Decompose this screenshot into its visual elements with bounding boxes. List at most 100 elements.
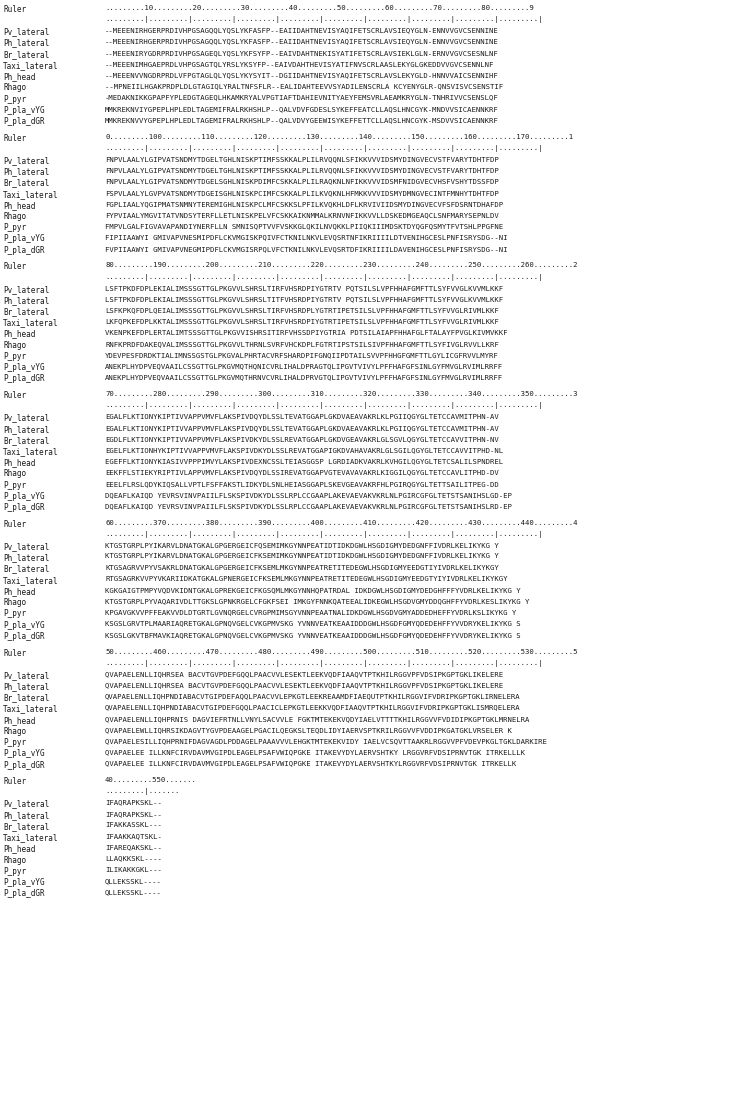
Text: P_pyr: P_pyr [3,94,26,103]
Text: .........|.........|.........|.........|.........|.........|.........|.........|: .........|.........|.........|.........|… [105,659,542,667]
Text: P_pla_vYG: P_pla_vYG [3,749,45,758]
Text: IFAQRAPKSKL--: IFAQRAPKSKL-- [105,811,162,817]
Text: 0.........100.........110.........120.........130.........140.........150.......: 0.........100.........110.........120...… [105,134,573,139]
Text: KSGSLGKVTBFMAVKIAQRETGKALGPNQVGELCVKGPMVSKG YVNNVEATKEAAIDDDGWLHSGDFGMYQDEDEHFFY: KSGSLGKVTBFMAVKIAQRETGKALGPNQVGELCVKGPMV… [105,632,521,637]
Text: LKFQPKEFDPLKKTALIMSSSGTTGLPKGVVLSHRSLTIRFVHSRDPIYGTRTIPETSILSLVPFHHAFGMFTTLSYFVV: LKFQPKEFDPLKKTALIMSSSGTTGLPKGVVLSHRSLTIR… [105,318,499,325]
Text: QVAPAELESILLIQHPRNIFDAGVAGDLPDDAGELPAAAVVVLEHGKTMTEKEKVIDY IAELVCSQVTTAAKRLRGGVV: QVAPAELESILLIQHPRNIFDAGVAGDLPDDAGELPAAAV… [105,738,547,744]
Text: Ruler: Ruler [3,392,26,400]
Text: Br_lateral: Br_lateral [3,436,49,445]
Text: QVAPAELENLLIQHRSEA BACVTGVPDEFGQQLPAACVVLESEKTLEEKVQDFIAAQVTPTKHILRGGVPFVDSIPKGP: QVAPAELENLLIQHRSEA BACVTGVPDEFGQQLPAACVV… [105,682,503,688]
Text: KTGSTGRPLPYIKARVLDNATGKALGPGERGEICFKSEMIMKGYNNPEATIDTIDKDGWLHSGDIGMYDEDGNFFIVDRL: KTGSTGRPLPYIKARVLDNATGKALGPGERGEICFKSEMI… [105,553,499,559]
Text: YDEVPESFDRDKTIALIMNSSGSTGLPKGVALPHRTACVRFSHARDPIFGNQIIPDTAILSVVPFHHGFGMFTTLGYLIC: YDEVPESFDRDKTIALIMNSSGSTGLPKGVALPHRTACVR… [105,352,499,358]
Text: KPGAVGKVVPFFEAKVVDLDTGRTLGVNQRGELCVRGPMIMSGYVNNPEAATNALIDKDGWLHSGDVGMYADDEDHEFFY: KPGAVGKVVPFFEAKVVDLDTGRTLGVNQRGELCVRGPMI… [105,610,516,615]
Text: P_pyr: P_pyr [3,224,26,233]
Text: Pv_lateral: Pv_lateral [3,27,49,36]
Text: --MEEENVVNGDRPRDLVFPGTAGLQLYQSLYKYSYIT--DGIIDAHTNEVISYAQIFETSCRLAVSLEKYGLD-HNNVV: --MEEENVVNGDRPRDLVFPGTAGLQLYQSLYKYSYIT--… [105,72,499,78]
Text: Ruler: Ruler [3,262,26,271]
Text: Ruler: Ruler [3,648,26,657]
Text: Ruler: Ruler [3,520,26,529]
Text: ANEKPLHYDPVEQVAAILCSSGTTGLPKGVMQTHQNICVRLIHALDPRAGTQLIPGVTVIVYLPFFHAFGFSINLGYFMV: ANEKPLHYDPVEQVAAILCSSGTTGLPKGVMQTHQNICVR… [105,363,503,370]
Text: P_pyr: P_pyr [3,480,26,489]
Text: LSFTPKDFDPLEKIALIMSSSGTTGLPKGVVLSHRSLTIRFVHSRDPIYGTRTV PQTSILSLVPFHHAFGMFTTLSYFV: LSFTPKDFDPLEKIALIMSSSGTTGLPKGVVLSHRSLTIR… [105,285,503,291]
Text: Pv_lateral: Pv_lateral [3,156,49,166]
Text: Ruler: Ruler [3,134,26,143]
Text: P_pla_dGR: P_pla_dGR [3,890,45,898]
Text: 50.........460.........470.........480.........490.........500.........510......: 50.........460.........470.........480..… [105,648,577,655]
Text: FYPVIAALYMGVITATVNDSYTERFLLETLNISKPELVFCSKKAIKNMMALKRNVNFIKKVVLLDSKEDMGEAQCLSNFM: FYPVIAALYMGVITATVNDSYTERFLLETLNISKPELVFC… [105,212,499,218]
Text: Br_lateral: Br_lateral [3,822,49,832]
Text: FGPLIAALYQGIPMATSNMNYTEREMIGHLNISKPCLMFCSKKSLPFILKVQKHLDFLKRVIVIIDSMYDINGVECVFSF: FGPLIAALYQGIPMATSNMNYTEREMIGHLNISKPCLMFC… [105,201,503,207]
Text: Taxi_lateral: Taxi_lateral [3,576,59,585]
Text: Rhago: Rhago [3,598,26,608]
Text: Taxi_lateral: Taxi_lateral [3,448,59,456]
Text: ILIKAKKGKL---: ILIKAKKGKL--- [105,867,162,873]
Text: MMKREKNVVYGPEPLHPLEDLTAGEMIFRALRKHSHLP--QALVDVYGEEWISYKEFFETTCLLAQSLHNCGYK-MSDVV: MMKREKNVVYGPEPLHPLEDLTAGEMIFRALRKHSHLP--… [105,117,499,123]
Text: KTGSTGRPLPYVAQARIVDLTTGKSLGPNKRGELCFGKFSEI IMKGYFNNKQATEEALIDKEGWLHSGDVGMYDDQGHF: KTGSTGRPLPYVAQARIVDLTTGKSLGPNKRGELCFGKFS… [105,598,529,604]
Text: EGEFFLKTIONYKIASIVVPPPIMVYLAKSPIVDEXNCSSLTEIASGGSP LGRDIADKVAKRLKVHGILQGYGLTETCS: EGEFFLKTIONYKIASIVVPPPIMVYLAKSPIVDEXNCSS… [105,459,503,464]
Text: Ph_lateral: Ph_lateral [3,682,49,691]
Text: QLLEKSSKL----: QLLEKSSKL---- [105,878,162,884]
Text: Ph_head: Ph_head [3,72,36,81]
Text: Taxi_lateral: Taxi_lateral [3,704,59,713]
Text: Taxi_lateral: Taxi_lateral [3,61,59,70]
Text: Br_lateral: Br_lateral [3,307,49,316]
Text: Rhago: Rhago [3,83,26,92]
Text: ANEKPLHYDPVEQVAAILCSSGTTGLPKGVMQTHRNVCVRLIHALDPRVGTQLIPGVTVIVYLPFFHAFGFSINLGYFMV: ANEKPLHYDPVEQVAAILCSSGTTGLPKGVMQTHRNVCVR… [105,374,503,381]
Text: --MEEENIMHGAEPRDLVHPGSAGTQLYRSLYKSYFP--EAIVDAHTHEVISYATIFNVSCRLAASLEKYGLGKEDDVVG: --MEEENIMHGAEPRDLVHPGSAGTQLYRSLYKSYFP--E… [105,61,494,67]
Text: Pv_lateral: Pv_lateral [3,285,49,294]
Text: EGALFLKTIONYKIPTIVVAPPVMVFLAKSPIVDQYDLSSLTEVATGGAPLGKDVAEAVAKRLKLPGIIQGYGLTETCCA: EGALFLKTIONYKIPTIVVAPPVMVFLAKSPIVDQYDLSS… [105,414,499,419]
Text: Ph_head: Ph_head [3,459,36,467]
Text: IFAAKKAQTSKL-: IFAAKKAQTSKL- [105,834,162,839]
Text: 80.........190.........200.........210.........220.........230.........240......: 80.........190.........200.........210..… [105,262,577,269]
Text: P_pla_vYG: P_pla_vYG [3,491,45,501]
Text: KGKGAIGTPMPYVQDVKIDNTGKALGPREKGEICFKGSQMLMKGYNNHQPATRDAL IDKDGWLHSGDIGMYDEDGHFFF: KGKGAIGTPMPYVQDVKIDNTGKALGPREKGEICFKGSQM… [105,587,521,593]
Text: .........|.......: .........|....... [105,789,180,795]
Text: -MEDAKNIKKGPAPFYPLEDGTAGEQLHKAMKRYALVPGTIAFTDAHIEVNITYAEYFEMSVRLAEAMKRYGLN-TNHRI: -MEDAKNIKKGPAPFYPLEDGTAGEQLHKAMKRYALVPGT… [105,94,499,101]
Text: --MEEENIRHGERPRDIVHPGSAGQQLYQSLYKFASFP--EAIIDAHTNEVISYAQIFETSCRLAVSIEQYGLN-ENNVV: --MEEENIRHGERPRDIVHPGSAGQQLYQSLYKFASFP--… [105,27,499,33]
Text: FNPVLAALYLGIPVATSNDMYTDGELTGHLNISKPTIMFSSKKALPLILRVQQNLSFIKKVVVIDSMYDINGVECVSTFV: FNPVLAALYLGIPVATSNDMYTDGELTGHLNISKPTIMFS… [105,168,499,173]
Text: LLAQKKSKL----: LLAQKKSKL---- [105,856,162,861]
Text: FIPIIAAWYI GMIVAPVNESMIPDFLCKVMGISKPQIVFCTKNILNKVLEVQSRTNFIKRIIIILDTVENIHGCESLPN: FIPIIAAWYI GMIVAPVNESMIPDFLCKVMGISKPQIVF… [105,235,508,240]
Text: QVAPAELENLLIQHPNDIABACVTGIPDEFAQQLPAACVVLEPKGTLEEKREAAMDFIAEQUTPTKHILRGGVIFVDRIP: QVAPAELENLLIQHPNDIABACVTGIPDEFAQQLPAACVV… [105,693,521,699]
Text: QVAPAELENLLIQHPRNIS DAGVIEFRTNLLVNYLSACVVLE FGKTMTEKEKVQDYIAELVTTTTKHILRGGVVFVDI: QVAPAELENLLIQHPRNIS DAGVIEFRTNLLVNYLSACV… [105,715,529,722]
Text: FNPVLAALYLGIPVATSNDMYTDGELSGHLNISKPDIMFCSKKALPLILRAQKNLNFIKKVVVIDSMFNIDGVECVHSFV: FNPVLAALYLGIPVATSNDMYTDGELSGHLNISKPDIMFC… [105,179,499,184]
Text: .........|.........|.........|.........|.........|.........|.........|.........|: .........|.........|.........|.........|… [105,273,542,281]
Text: Taxi_lateral: Taxi_lateral [3,318,59,327]
Text: QVAPAELEE ILLKNFCIRVDAVMVGIPDLEAGELPSAFVWIQPGKE ITAKEVYDYLAERVSHTKY LRGGVRFVDSIP: QVAPAELEE ILLKNFCIRVDAVMVGIPDLEAGELPSAFV… [105,749,525,756]
Text: RTGSAGRKVVPYVKARIIDKATGKALGPNERGEICFKSEMLMKGYNNPEATRETITEDEGWLHSGDIGMYEEDGTYIYIV: RTGSAGRKVVPYVKARIIDKATGKALGPNERGEICFKSEM… [105,576,508,581]
Text: P_pyr: P_pyr [3,867,26,875]
Text: P_pla_dGR: P_pla_dGR [3,246,45,255]
Text: Ph_lateral: Ph_lateral [3,38,49,47]
Text: Ph_lateral: Ph_lateral [3,553,49,563]
Text: DQEAFLKAIQD YEVRSVINVPAIILFLSKSPIVDKYDLSSLRPLCCGAAPLAKEVAEVAKVKRLNLPGIRCGFGLTETS: DQEAFLKAIQD YEVRSVINVPAIILFLSKSPIVDKYDLS… [105,504,512,509]
Text: --MEEENIRHGERPRDIVHPGSAGQQLYQSLYKFASFP--EAIIDAHTNEVISYAQIFETSCRLAVSIEQYGLN-ENNVV: --MEEENIRHGERPRDIVHPGSAGQQLYQSLYKFASFP--… [105,38,499,45]
Text: P_pla_vYG: P_pla_vYG [3,621,45,630]
Text: Ph_head: Ph_head [3,715,36,725]
Text: EGELFLKTIONHYKIPTIVVAPPVMVFLAKSPIVDKYDLSSLREVATGGAPIGKDVAHAVAKRLGLSGILQGYGLTETCC: EGELFLKTIONHYKIPTIVVAPPVMVFLAKSPIVDKYDLS… [105,448,503,453]
Text: Ruler: Ruler [3,5,26,14]
Text: .........|.........|.........|.........|.........|.........|.........|.........|: .........|.........|.........|.........|… [105,145,542,151]
Text: FNPVLAALYLGIPVATSNDMYTDGELTGHLNISKPTIMFSSKKALPLILRVQQNLSFIKKVVVIDSMYDINGVECVSTFV: FNPVLAALYLGIPVATSNDMYTDGELTGHLNISKPTIMFS… [105,156,499,162]
Text: P_pla_dGR: P_pla_dGR [3,504,45,512]
Text: RNFKPRDFDAKEQVALIMSSSGTTGLPKGVVLTHRNLSVRFVHCKDPLFGTRTIPSTSILSIVPFHHAFGMFTTLSYFIV: RNFKPRDFDAKEQVALIMSSSGTTGLPKGVVLTHRNLSVR… [105,341,499,347]
Text: Pv_lateral: Pv_lateral [3,542,49,551]
Text: Br_lateral: Br_lateral [3,693,49,702]
Text: QVAPAELENLLIQHPNDIABACVTGIPDEFGQQLPAACICLEPKGTLEEKKVQDFIAAQVTPTKHILRGGVIFVDRIPKG: QVAPAELENLLIQHPNDIABACVTGIPDEFGQQLPAACIC… [105,704,521,711]
Text: IFAREQAKSKL--: IFAREQAKSKL-- [105,845,162,850]
Text: EEKFFLSTIEKYRIPTIVLAPPVMVFLAKSPIVDQYDLSSIREVATGGAPVGTEVAVAVAKRLKIGGILQGYGLTETCCA: EEKFFLSTIEKYRIPTIVLAPPVMVFLAKSPIVDQYDLSS… [105,470,499,475]
Text: P_pla_vYG: P_pla_vYG [3,105,45,115]
Text: Rhago: Rhago [3,470,26,478]
Text: Ph_head: Ph_head [3,201,36,210]
Text: Pv_lateral: Pv_lateral [3,800,49,808]
Text: Pv_lateral: Pv_lateral [3,671,49,680]
Text: P_pla_dGR: P_pla_dGR [3,117,45,126]
Text: IFAQRAPKSKL--: IFAQRAPKSKL-- [105,800,162,805]
Text: Ph_lateral: Ph_lateral [3,811,49,819]
Text: KTGSAGRVVPYVSAKRLDNATGKALGPGERGEICFKSEMLMKGYNNPEATRETITEDEGWLHSGDIGMYEEDGTIYIVDR: KTGSAGRVVPYVSAKRLDNATGKALGPGERGEICFKSEML… [105,565,499,570]
Text: LSFTPKDFDPLEKIALIMSSSGTTGLPKGVVLSHRSLTITFVHSRDPIYGTRTV PQTSILSLVPFHHAFGMFTTLSYFV: LSFTPKDFDPLEKIALIMSSSGTTGLPKGVVLSHRSLTIT… [105,296,503,302]
Text: QVAPAELEE ILLKNFCIRVDAVMVGIPDLEAGELPSAFVWIQPGKE ITAKEVYDYLAERVSHTKYLRGGVRFVDSIPR: QVAPAELEE ILLKNFCIRVDAVMVGIPDLEAGELPSAFV… [105,760,516,767]
Text: Br_lateral: Br_lateral [3,565,49,574]
Text: .........|.........|.........|.........|.........|.........|.........|.........|: .........|.........|.........|.........|… [105,16,542,23]
Text: P_pla_vYG: P_pla_vYG [3,235,45,244]
Text: Br_lateral: Br_lateral [3,179,49,188]
